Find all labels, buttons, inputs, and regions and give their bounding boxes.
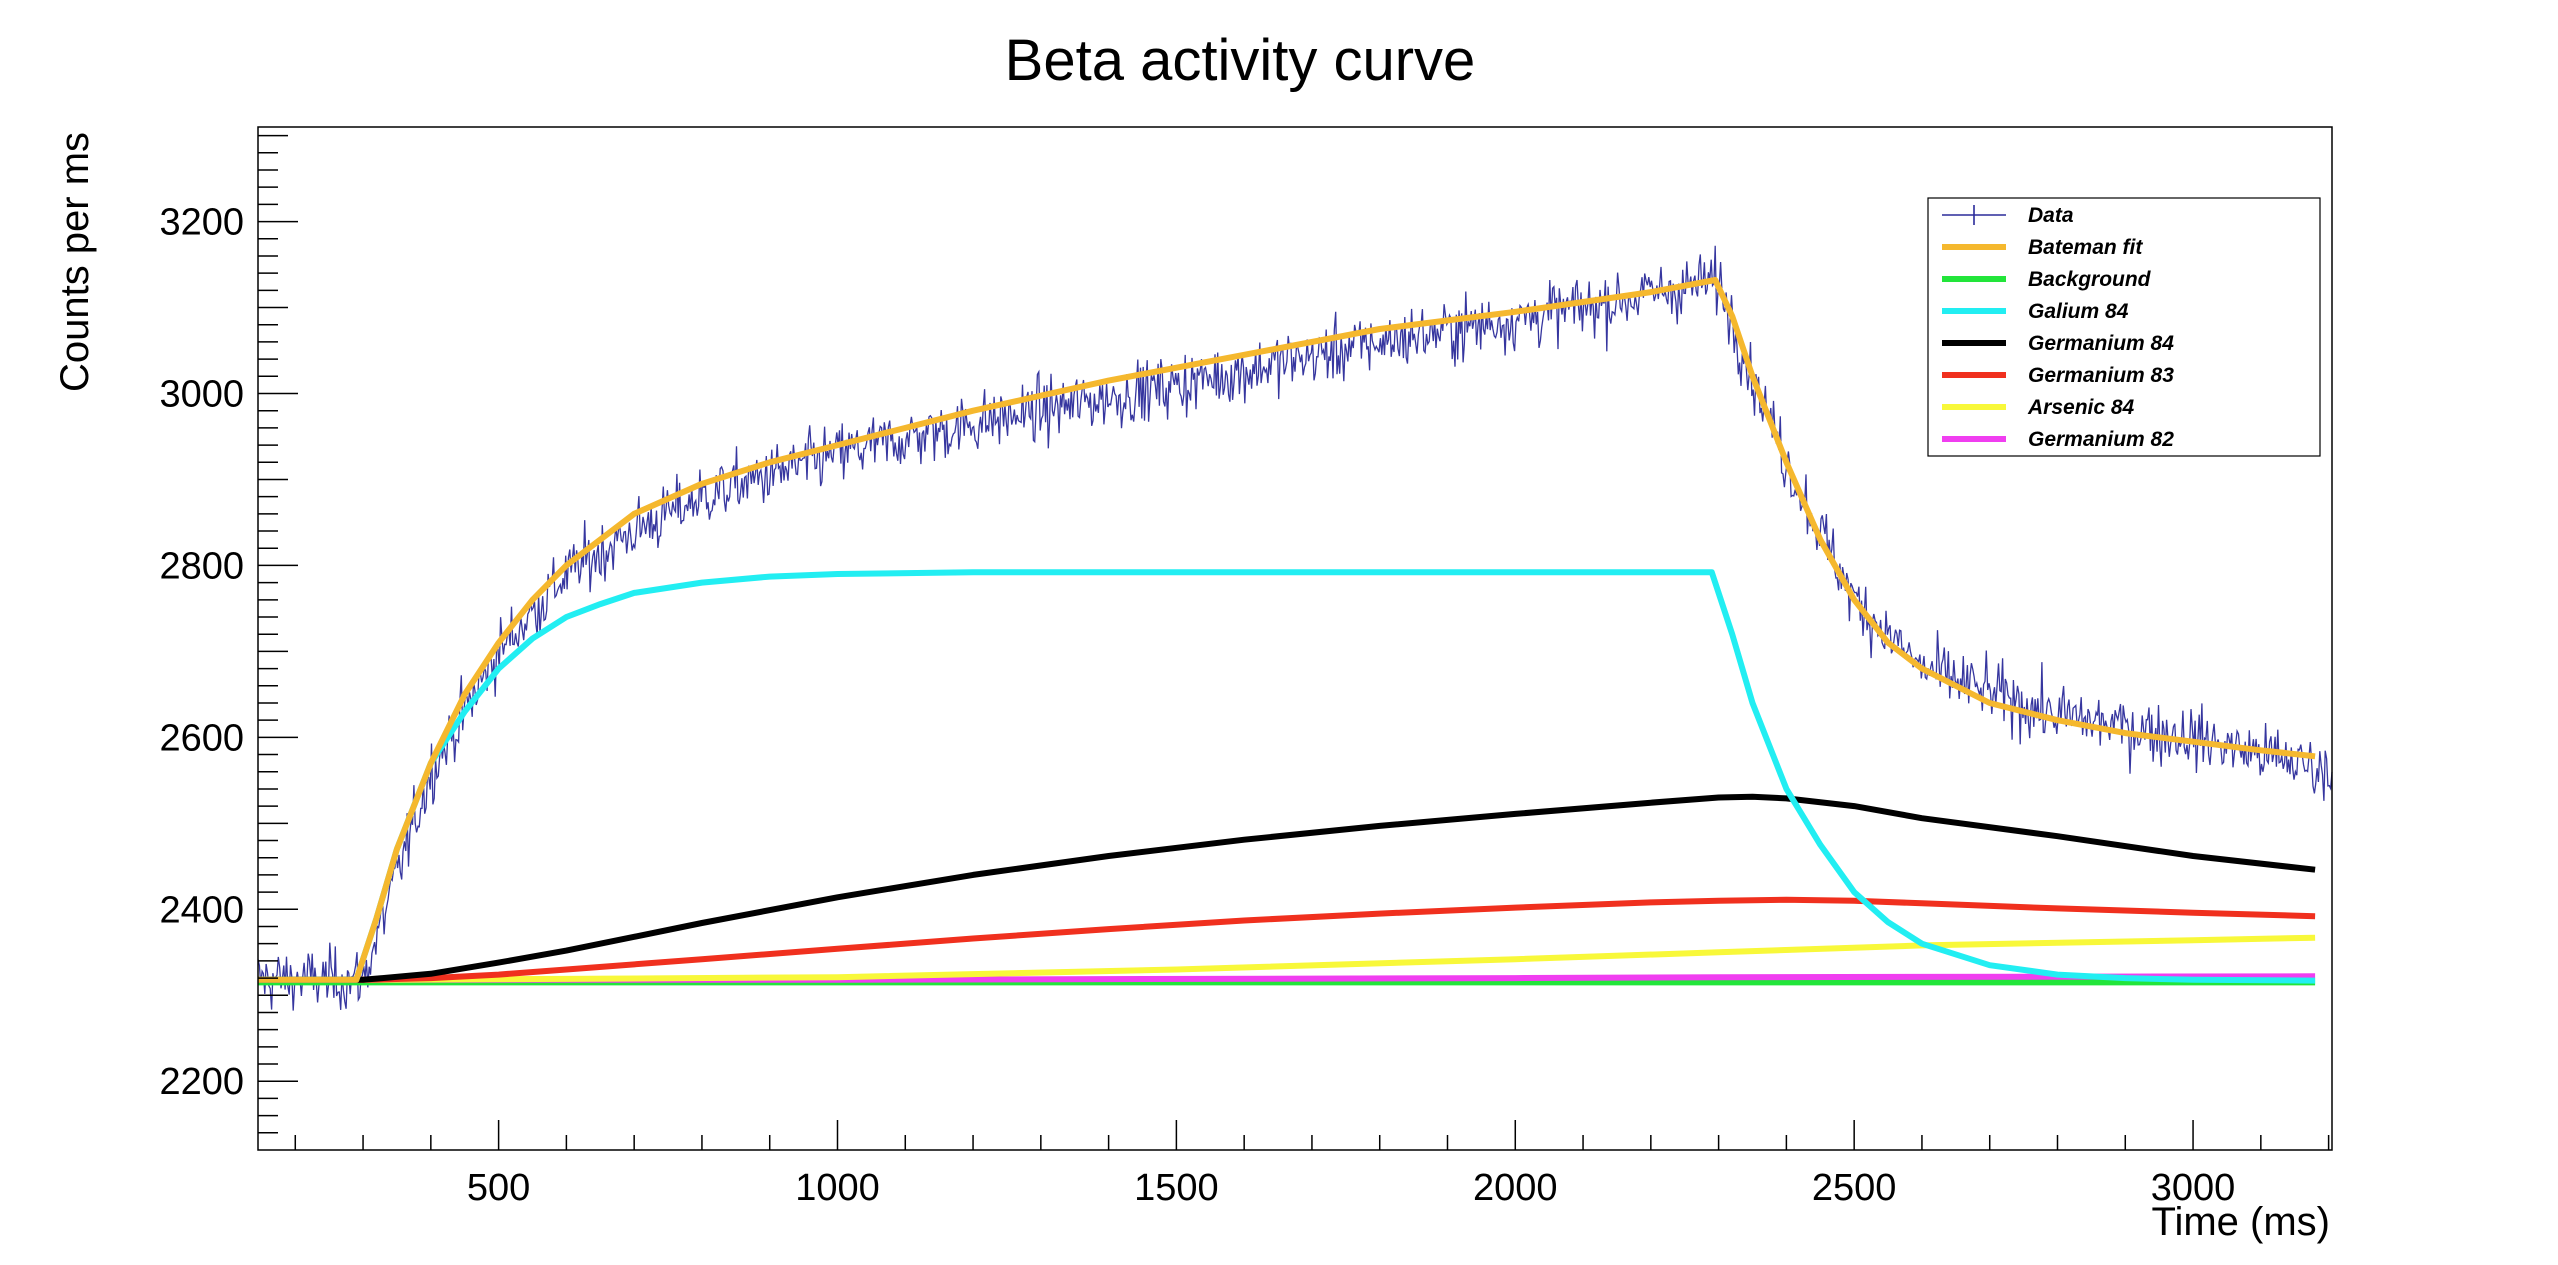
- legend-label-data: Data: [2028, 204, 2074, 227]
- axis-layer: 500 1000 1500 2000 2500 3000 2200 2400 2600 2800 3…: [159, 126, 2333, 1209]
- data-layer: [257, 245, 2333, 1011]
- data-histogram-line: [257, 245, 2333, 1011]
- legend: Data Bateman fit Background Galium 84 German…: [1927, 197, 2321, 457]
- y-axis-title: Counts per ms: [53, 132, 97, 392]
- legend-box: [1927, 197, 2321, 457]
- legend-label-arsenic-84: Arsenic 84: [2027, 396, 2135, 419]
- legend-label-germanium-84: Germanium 84: [2028, 332, 2174, 355]
- series-line-bateman-fit: [258, 277, 2316, 983]
- legend-label-germanium-83: Germanium 83: [2028, 364, 2174, 387]
- y-tick-label: 3000: [159, 373, 244, 415]
- x-tick-label: 1000: [795, 1167, 880, 1209]
- plot-frame: [257, 126, 2333, 1151]
- series-line-galium-84: [258, 569, 2316, 984]
- x-tick-label: 2000: [1473, 1167, 1558, 1209]
- y-tick-label: 2400: [159, 889, 244, 931]
- series-line-germanium-83: [258, 896, 2316, 983]
- legend-label-galium-84: Galium 84: [2028, 300, 2129, 323]
- chart-title: Beta activity curve: [1005, 28, 1476, 93]
- x-tick-label: 2500: [1812, 1167, 1897, 1209]
- x-tick-label: 3000: [2151, 1167, 2236, 1209]
- legend-label-germanium-82: Germanium 82: [2028, 428, 2174, 451]
- y-tick-label: 2600: [159, 717, 244, 759]
- legend-label-bateman-fit: Bateman fit: [2028, 236, 2143, 259]
- series-layer: [258, 277, 2316, 986]
- y-tick-label: 2200: [159, 1061, 244, 1103]
- y-tick-label: 3200: [159, 202, 244, 244]
- legend-label-background: Background: [2028, 268, 2152, 291]
- y-tick-label: 2800: [159, 545, 244, 587]
- x-tick-label: 1500: [1134, 1167, 1219, 1209]
- x-axis-title: Time (ms): [2152, 1200, 2330, 1244]
- x-tick-label: 500: [467, 1167, 530, 1209]
- series-line-germanium-84: [258, 793, 2316, 983]
